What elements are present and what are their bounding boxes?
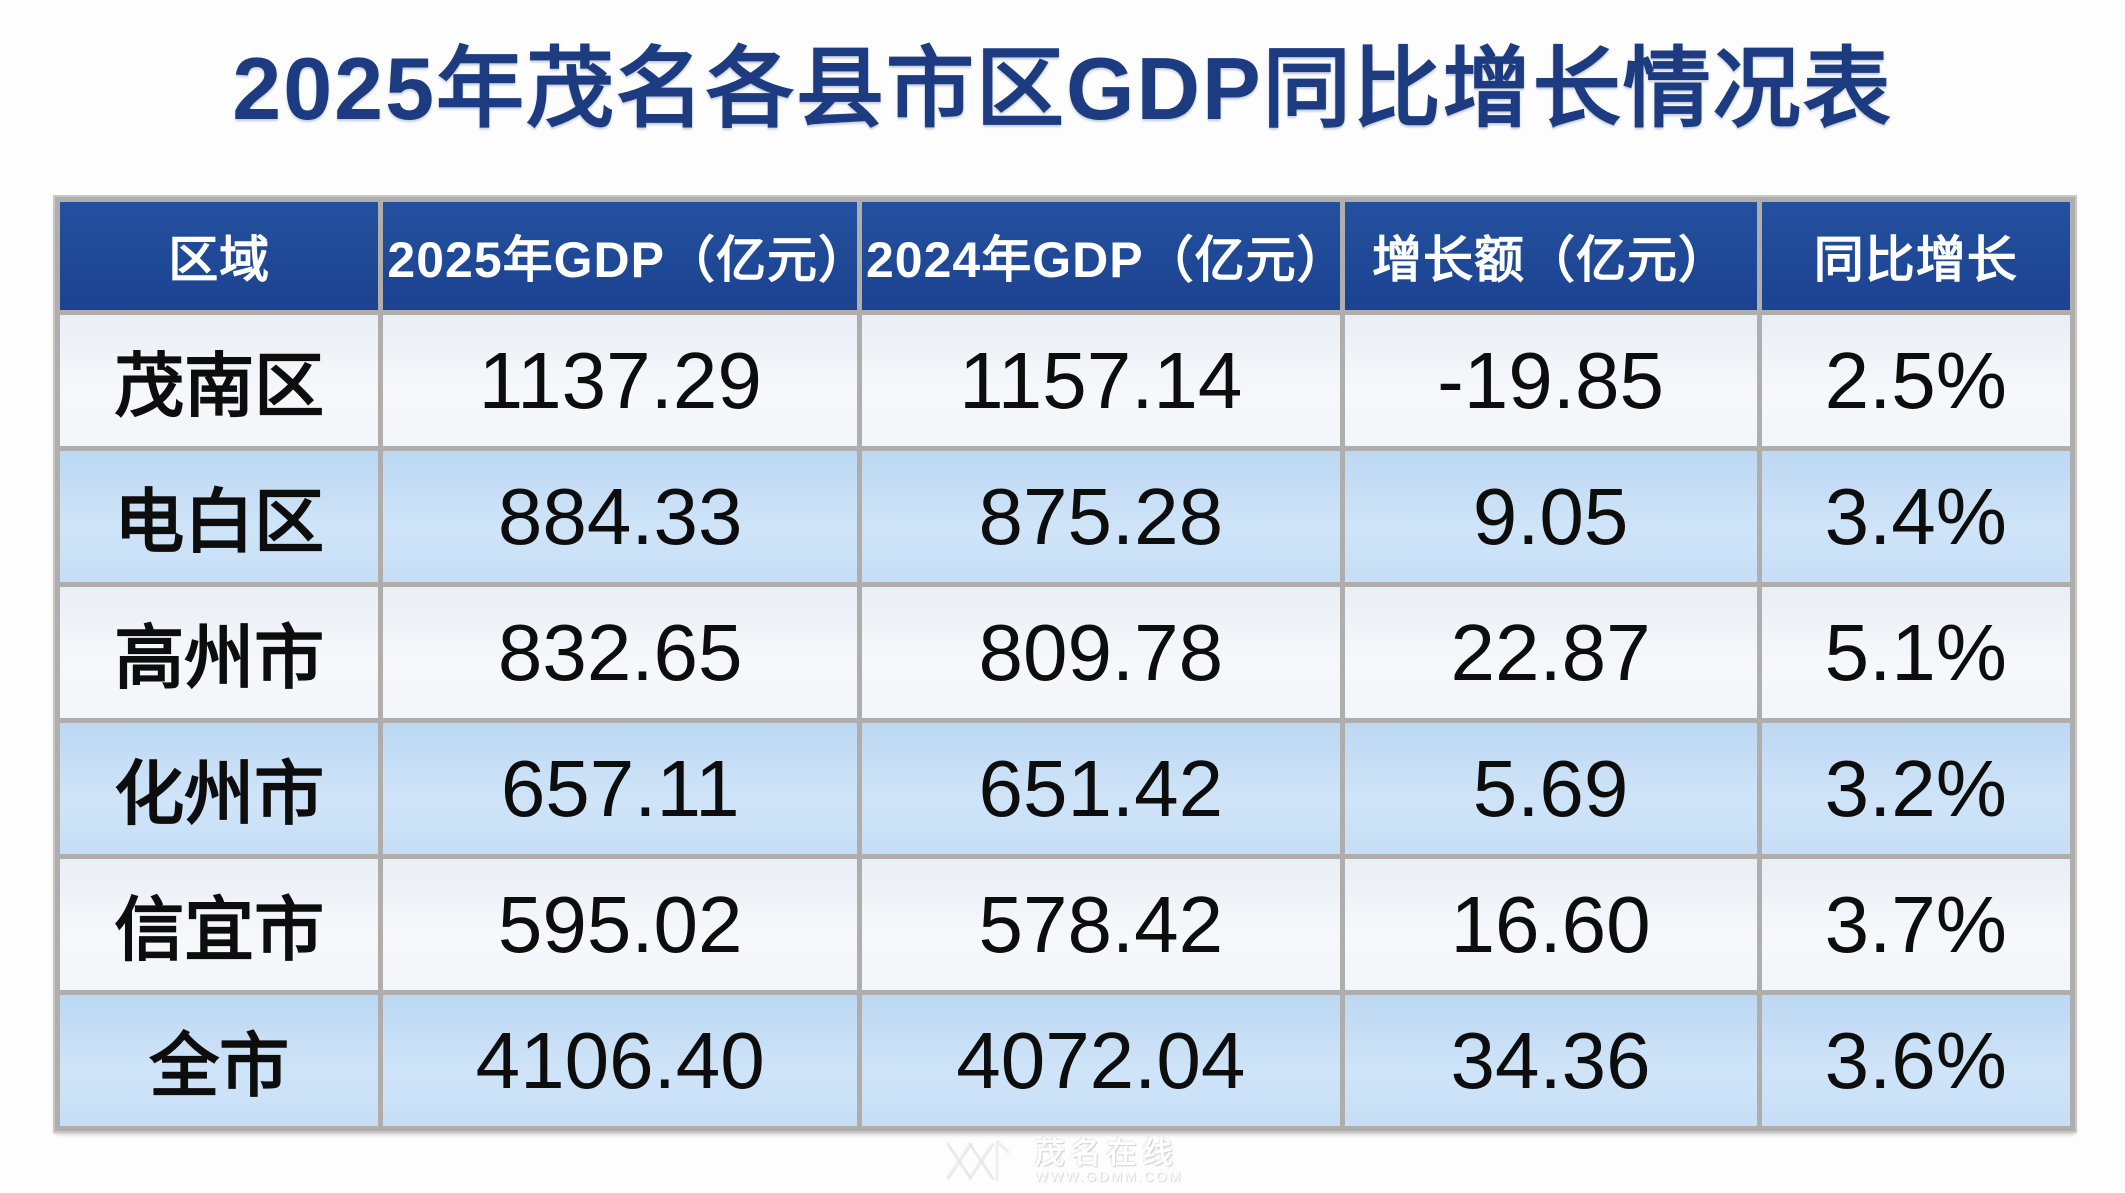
gdp-2025-cell: 595.02 (383, 859, 857, 990)
watermark: 茂名在线 WWW.GDMM.COM (0, 1135, 2125, 1187)
growth-amount-cell: 22.87 (1344, 587, 1757, 718)
table-row-maonan: 茂南区 1137.29 1157.14 -19.85 2.5% (60, 315, 2070, 446)
gdp-2025-cell: 832.65 (383, 587, 857, 718)
watermark-site-name: 茂名在线 (1034, 1136, 1179, 1170)
table-row-dianbai: 电白区 884.33 875.28 9.05 3.4% (60, 451, 2070, 582)
gdp-2024-cell: 578.42 (862, 859, 1340, 990)
column-header-gdp-2025: 2025年GDP（亿元） (383, 202, 868, 310)
growth-rate-cell: 3.2% (1761, 723, 2070, 854)
gdp-2024-cell: 651.42 (862, 723, 1340, 854)
gdp-table: 区域 2025年GDP（亿元） 2024年GDP（亿元） 增长额（亿元） 同比增… (55, 197, 2075, 1131)
region-cell: 茂南区 (60, 315, 379, 446)
column-header-gdp-2024: 2024年GDP（亿元） (862, 202, 1347, 310)
table-row-gaozhou: 高州市 832.65 809.78 22.87 5.1% (60, 587, 2070, 718)
page-title: 2025年茂名各县市区GDP同比增长情况表 (232, 39, 1893, 138)
growth-rate-cell: 3.6% (1761, 995, 2070, 1126)
region-cell: 信宜市 (60, 859, 379, 990)
gdp-2025-cell: 4106.40 (383, 995, 857, 1126)
region-cell: 化州市 (60, 723, 379, 854)
growth-rate-cell: 3.4% (1761, 451, 2070, 582)
gdp-2024-cell: 4072.04 (862, 995, 1340, 1126)
watermark-logo-icon (945, 1139, 1010, 1181)
column-header-region: 区域 (60, 202, 379, 310)
growth-amount-cell: 16.60 (1344, 859, 1757, 990)
growth-amount-cell: 34.36 (1344, 995, 1757, 1126)
growth-amount-cell: -19.85 (1344, 315, 1757, 446)
growth-rate-cell: 2.5% (1761, 315, 2070, 446)
region-cell: 电白区 (60, 451, 379, 582)
growth-rate-cell: 5.1% (1761, 587, 2070, 718)
gdp-2024-cell: 1157.14 (862, 315, 1340, 446)
gdp-2024-cell: 809.78 (862, 587, 1340, 718)
gdp-2024-cell: 875.28 (862, 451, 1340, 582)
column-header-growth-amount: 增长额（亿元） (1344, 202, 1757, 310)
region-cell: 高州市 (60, 587, 379, 718)
gdp-2025-cell: 657.11 (383, 723, 857, 854)
table-row-citywide-total: 全市 4106.40 4072.04 34.36 3.6% (60, 995, 2070, 1126)
growth-rate-cell: 3.7% (1761, 859, 2070, 990)
region-cell: 全市 (60, 995, 379, 1126)
growth-amount-cell: 9.05 (1344, 451, 1757, 582)
growth-amount-cell: 5.69 (1344, 723, 1757, 854)
table-row-huazhou: 化州市 657.11 651.42 5.69 3.2% (60, 723, 2070, 854)
column-header-growth-rate: 同比增长 (1761, 202, 2070, 310)
gdp-2025-cell: 1137.29 (383, 315, 857, 446)
gdp-2025-cell: 884.33 (383, 451, 857, 582)
table-row-xinyi: 信宜市 595.02 578.42 16.60 3.7% (60, 859, 2070, 990)
table-header-row: 区域 2025年GDP（亿元） 2024年GDP（亿元） 增长额（亿元） 同比增… (60, 202, 2070, 310)
watermark-site-url: WWW.GDMM.COM (1034, 1168, 1183, 1185)
